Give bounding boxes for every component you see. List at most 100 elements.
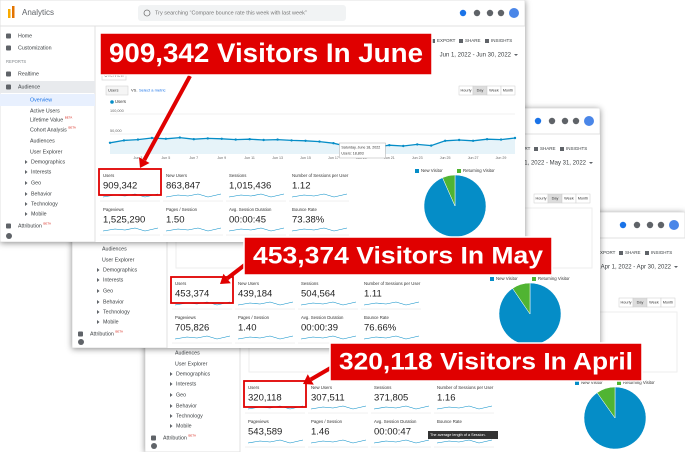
metric-label: Bounce Rate bbox=[292, 207, 317, 212]
expand-arrow bbox=[97, 268, 100, 272]
expand-arrow bbox=[97, 320, 100, 324]
sidebar-item: Technology bbox=[176, 413, 203, 419]
sparkline bbox=[102, 227, 159, 232]
expand-arrow bbox=[97, 278, 100, 282]
legend-dot bbox=[110, 100, 114, 104]
metric-tooltip-text: The average length of a Session. bbox=[430, 433, 486, 437]
metric-label: Pageviews bbox=[103, 207, 124, 212]
granularity-label: Hourly bbox=[621, 301, 632, 305]
granularity-button bbox=[575, 193, 591, 204]
date-caret bbox=[589, 162, 593, 164]
sparkline bbox=[310, 439, 367, 444]
data-point bbox=[262, 138, 265, 142]
sparkline bbox=[310, 405, 367, 410]
metric-value: 1.50 bbox=[166, 215, 185, 226]
metric-label: Bounce Rate bbox=[364, 315, 389, 320]
sidebar-item: Demographics bbox=[31, 159, 66, 165]
metric-value: 1.12 bbox=[292, 181, 311, 192]
x-tick-label: Jun 15 bbox=[300, 156, 311, 160]
date-caret bbox=[674, 266, 678, 268]
header-icon bbox=[497, 9, 505, 17]
sparkline bbox=[300, 335, 357, 340]
arrow-head bbox=[220, 273, 231, 284]
screen-canvas: Analytics Try searching “Compare bounce r… bbox=[0, 0, 525, 242]
sparkline bbox=[363, 335, 420, 340]
legend-label: Returning Visitor bbox=[623, 380, 655, 385]
sparkline bbox=[174, 335, 231, 340]
sidebar-item: Interests bbox=[176, 381, 197, 387]
header-icon bbox=[619, 221, 627, 229]
data-point bbox=[192, 138, 195, 141]
expand-arrow bbox=[97, 289, 100, 293]
sidebar-item: Interests bbox=[103, 277, 124, 283]
data-point bbox=[471, 139, 475, 142]
expand-arrow bbox=[25, 192, 28, 196]
data-point bbox=[443, 139, 447, 142]
data-point bbox=[318, 140, 321, 143]
sidebar-item: Mobile bbox=[176, 423, 192, 429]
x-tick-label: Jun 3 bbox=[134, 156, 143, 160]
sidebar-item: Technology bbox=[103, 309, 130, 315]
sidebar-item: Technology bbox=[31, 201, 58, 207]
sidebar-item: Customization bbox=[18, 45, 52, 51]
granularity-label: Month bbox=[578, 197, 589, 201]
sparkline bbox=[373, 439, 430, 444]
callout-box bbox=[99, 32, 433, 76]
metric-label: New Users bbox=[238, 281, 259, 286]
select-metric: Select a metric bbox=[139, 88, 165, 93]
toolbar-icon bbox=[534, 147, 538, 151]
users-highlight bbox=[98, 168, 162, 196]
metric-value: 1.11 bbox=[364, 289, 382, 300]
granularity-label: Hourly bbox=[461, 89, 472, 93]
data-point bbox=[513, 136, 517, 140]
account-avatar bbox=[584, 116, 594, 126]
metric-value: 504,564 bbox=[301, 289, 335, 300]
expand-arrow bbox=[25, 181, 28, 185]
legend-label: Users bbox=[115, 99, 126, 104]
sidebar-highlight bbox=[0, 94, 95, 106]
metric-value: 00:00:47 bbox=[374, 427, 411, 438]
expand-arrow bbox=[25, 212, 28, 216]
date-range: May 1, 2022 - May 31, 2022 bbox=[511, 161, 586, 167]
metric-label: Pages / Session bbox=[311, 419, 343, 424]
metric-value: 00:00:45 bbox=[229, 215, 266, 226]
sparkline bbox=[165, 193, 222, 198]
pie-slice bbox=[442, 174, 456, 207]
date-range: Jun 1, 2022 - Jun 30, 2022 bbox=[440, 53, 512, 59]
header-icon bbox=[572, 117, 580, 125]
tooltip-value: Users: 18,803 bbox=[341, 151, 363, 155]
data-point bbox=[206, 137, 209, 140]
settings-icon bbox=[6, 233, 12, 239]
sidebar bbox=[0, 25, 96, 242]
data-point bbox=[457, 138, 461, 142]
metric-value: 73.38% bbox=[292, 215, 325, 226]
date-caret bbox=[514, 54, 518, 56]
legend-swatch bbox=[532, 277, 536, 281]
pie-slice bbox=[596, 386, 616, 419]
metric-label: Avg. Session Duration bbox=[229, 207, 272, 212]
header-icon bbox=[561, 117, 569, 125]
metric-label: Users bbox=[248, 385, 259, 390]
pie-slice bbox=[512, 282, 531, 315]
expand-arrow bbox=[170, 424, 173, 428]
settings-icon bbox=[78, 339, 84, 345]
sparkline bbox=[436, 405, 493, 410]
data-point bbox=[388, 144, 391, 147]
data-point bbox=[416, 143, 419, 146]
toolbar-icon bbox=[459, 39, 463, 43]
granularity-label: Month bbox=[663, 301, 674, 305]
sparkline bbox=[291, 193, 348, 198]
x-tick-label: Jun 17 bbox=[328, 156, 339, 160]
sparkline bbox=[436, 439, 493, 444]
sidebar-item: Interests bbox=[31, 169, 52, 175]
header-icon bbox=[633, 221, 641, 229]
metric-label: Pageviews bbox=[248, 419, 269, 424]
metric-label: Bounce Rate bbox=[437, 419, 462, 424]
sidebar-item: Attribution bbox=[90, 331, 114, 337]
metric-label: Pageviews bbox=[175, 315, 196, 320]
data-point bbox=[276, 138, 279, 141]
granularity-label: Day bbox=[477, 89, 484, 93]
metric-value: 543,589 bbox=[248, 427, 282, 438]
sidebar-item: Geo bbox=[176, 392, 186, 398]
sparkline bbox=[228, 227, 285, 232]
